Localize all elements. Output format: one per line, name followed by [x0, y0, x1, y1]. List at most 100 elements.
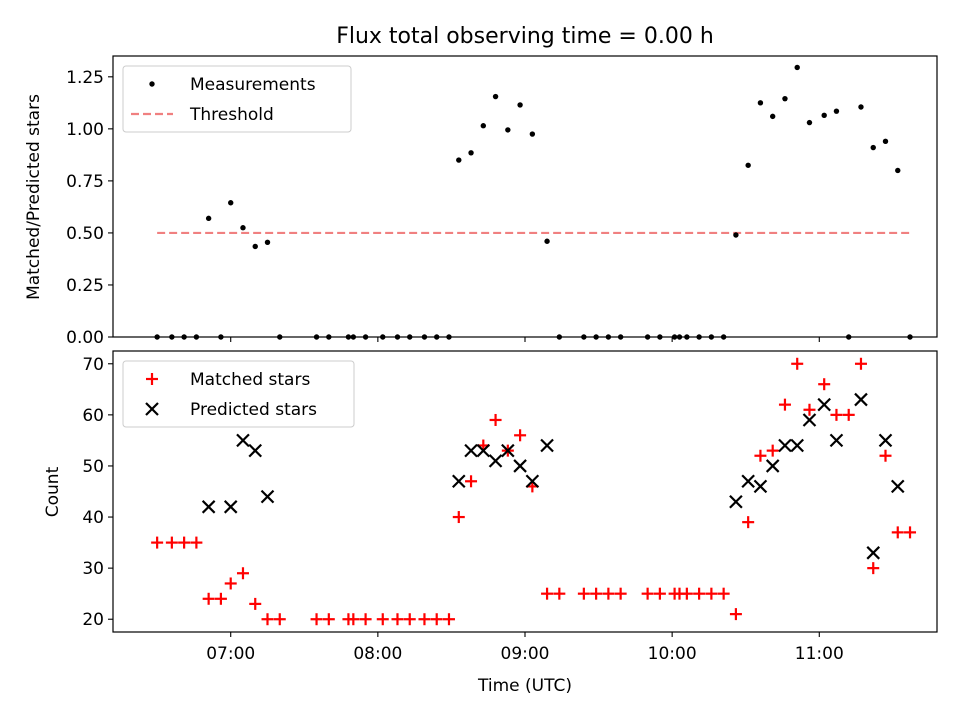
measurement-point [264, 239, 271, 245]
predicted-star-point [829, 433, 844, 448]
measurement-point [252, 243, 258, 250]
x-tick-label: 08:00 [353, 644, 402, 664]
measurement-point [468, 150, 474, 156]
measurement-point [882, 138, 889, 145]
measurement-point [757, 100, 764, 106]
matched-star-point [641, 587, 654, 600]
y-tick-label: 0.75 [66, 172, 104, 192]
measurement-point [505, 127, 511, 133]
matched-star-point [430, 613, 443, 626]
measurement-point [456, 157, 462, 163]
matched-star-point [778, 398, 791, 411]
matched-star-point [867, 562, 880, 575]
matched-star-point [514, 429, 527, 442]
measurement-point [782, 95, 788, 102]
predicted-star-point [501, 443, 515, 458]
matched-star-point [202, 592, 215, 605]
matched-star-point [151, 536, 164, 549]
matched-star-point [717, 587, 730, 600]
predicted-stars-layer [201, 392, 905, 560]
measurement-point [544, 238, 550, 244]
y-axis-label: Count [43, 466, 63, 517]
measurement-point [745, 162, 751, 168]
x-tick-label: 10:00 [648, 644, 697, 664]
matched-star-point [273, 613, 286, 626]
measurement-point [480, 123, 487, 129]
legend: Matched stars Predicted stars [122, 360, 355, 428]
y-axis-ticks: 0.00 0.25 0.50 0.75 1.00 1.25 [66, 68, 113, 348]
matched-star-point [854, 357, 867, 370]
matched-star-point [653, 587, 666, 600]
legend-label-threshold: Threshold [189, 105, 274, 125]
legend-marker-predicted [145, 402, 159, 416]
matched-stars-layer [151, 357, 917, 626]
matched-star-point [165, 536, 178, 549]
measurement-point [492, 93, 499, 100]
matched-star-point [249, 597, 262, 610]
predicted-star-point [866, 546, 881, 560]
matched-star-point [553, 587, 566, 600]
measurement-point [769, 113, 776, 120]
measurement-point [833, 108, 840, 114]
matched-star-point [322, 613, 335, 626]
matched-star-point [442, 613, 455, 626]
matched-star-point [403, 613, 416, 626]
predicted-star-point [248, 443, 263, 458]
star-count-panel: 20 30 40 50 60 70 07:00 08:00 09:00 10:00 11:00 C… [43, 350, 938, 696]
y-tick-label: 50 [82, 457, 104, 477]
measurement-point [870, 144, 876, 151]
matched-star-point [818, 378, 831, 391]
matched-star-point [830, 408, 843, 421]
matched-star-point [214, 592, 227, 605]
matched-star-point [190, 536, 203, 549]
predicted-star-point [525, 474, 540, 489]
matched-star-point [224, 577, 237, 590]
matched-star-point [541, 587, 554, 600]
y-tick-label: 60 [82, 406, 104, 426]
predicted-star-point [513, 459, 527, 473]
measurement-point [821, 112, 827, 119]
matched-star-point [347, 613, 360, 626]
predicted-star-point [753, 479, 768, 494]
matched-star-point [754, 449, 767, 462]
matched-star-point [842, 408, 855, 421]
predicted-star-point [540, 438, 554, 453]
legend-label-predicted: Predicted stars [190, 400, 317, 420]
measurement-point [733, 232, 739, 238]
legend-marker-measurements [149, 81, 155, 87]
predicted-star-point [223, 500, 238, 514]
measurement-point [517, 102, 523, 108]
measurement-point [240, 225, 246, 231]
matched-star-point [803, 403, 816, 416]
x-axis-ticks: 07:00 08:00 09:00 10:00 11:00 [206, 632, 844, 664]
predicted-star-point [260, 489, 275, 504]
matched-star-point [879, 449, 892, 462]
measurement-point [205, 215, 212, 222]
measurement-point [794, 64, 800, 71]
predicted-star-point [878, 433, 893, 448]
y-axis-ticks: 20 30 40 50 60 70 [82, 355, 113, 630]
measurement-point [806, 119, 813, 126]
matched-star-point [693, 587, 706, 600]
y-tick-label: 0.00 [66, 328, 104, 348]
predicted-star-point [741, 474, 755, 489]
matched-star-point [766, 444, 779, 457]
legend-frame [122, 65, 352, 133]
flux-ratio-panel: 0.00 0.25 0.50 0.75 1.00 1.25 Matched/Predict… [24, 55, 938, 348]
predicted-star-point [778, 438, 792, 453]
x-tick-label: 11:00 [795, 644, 844, 664]
matched-star-point [418, 613, 431, 626]
matched-star-point [359, 613, 372, 626]
y-tick-label: 40 [82, 508, 104, 528]
predicted-star-point [802, 413, 817, 427]
predicted-star-point [488, 454, 503, 468]
predicted-star-point [790, 438, 804, 453]
matched-star-point [261, 613, 274, 626]
predicted-star-point [729, 494, 743, 509]
matched-star-point [178, 536, 191, 549]
y-tick-label: 30 [82, 559, 104, 579]
x-tick-label: 07:00 [206, 644, 255, 664]
matched-star-point [614, 587, 627, 600]
predicted-star-point [476, 443, 491, 458]
